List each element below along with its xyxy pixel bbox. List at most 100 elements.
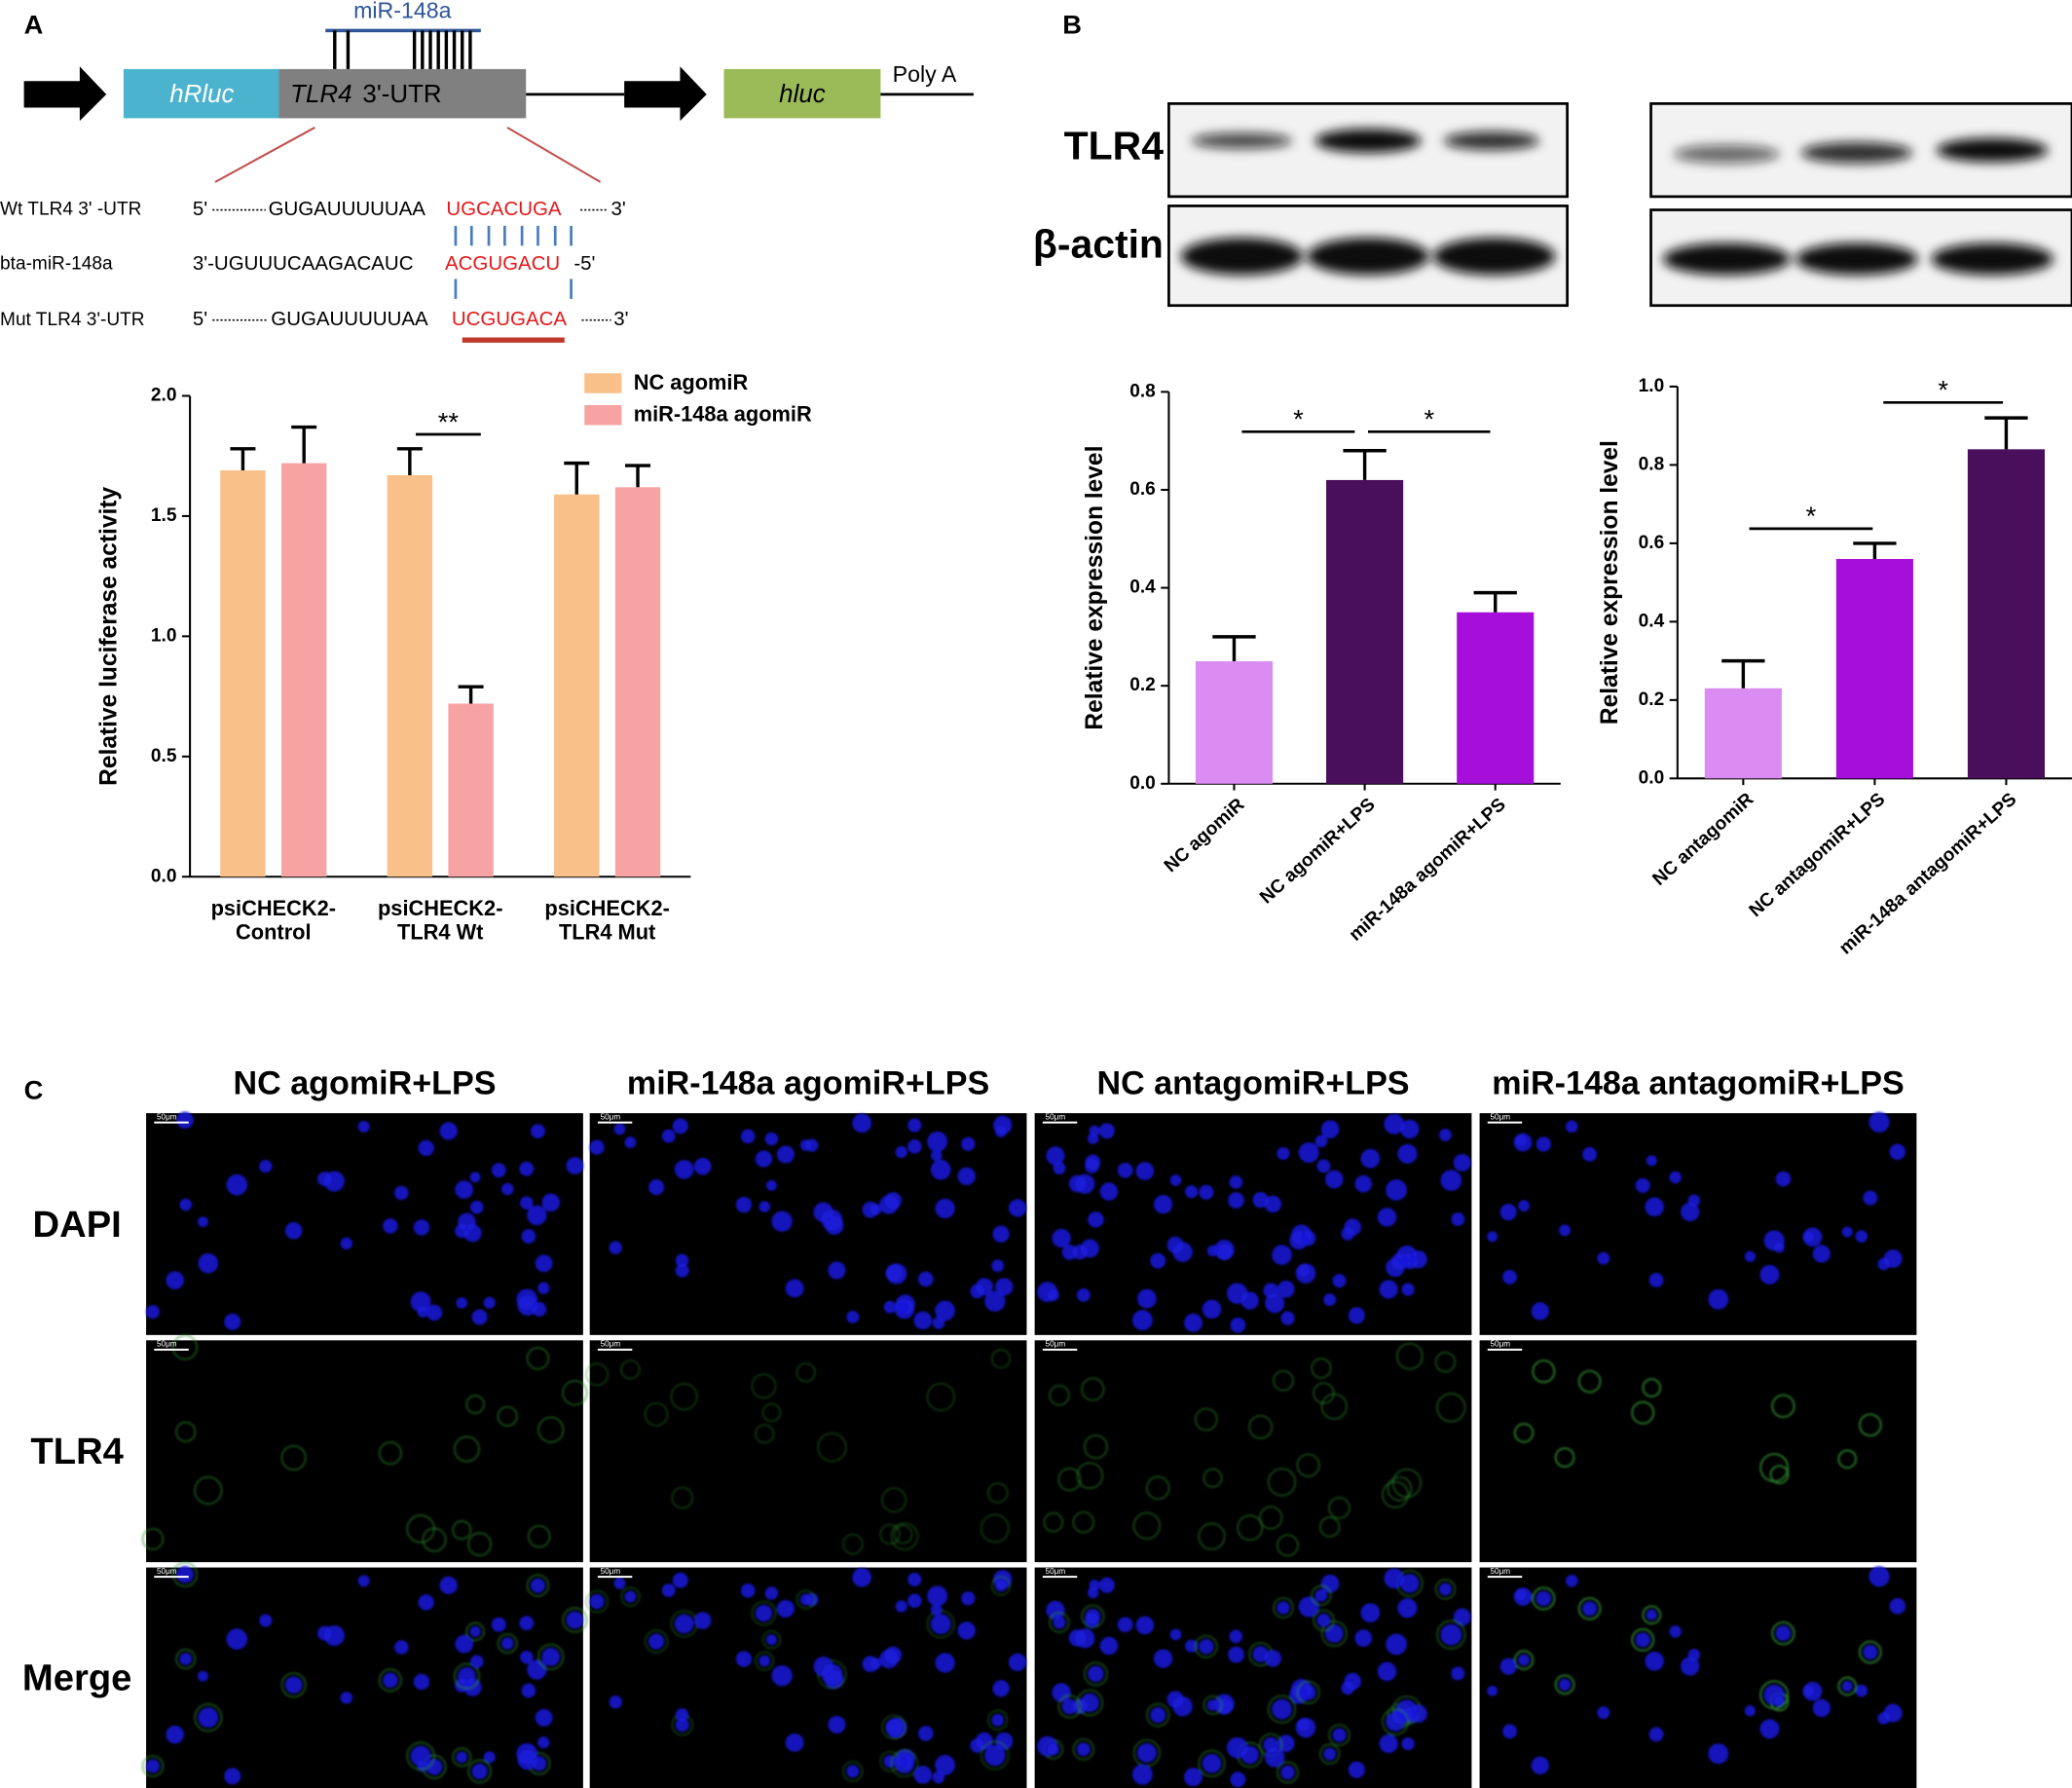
nucleus (961, 1136, 976, 1151)
tlr4-signal (1554, 1674, 1575, 1695)
nucleus (500, 1182, 514, 1196)
tlr4-signal (1858, 1413, 1882, 1437)
error-bar (625, 464, 651, 488)
nucleus (1228, 1192, 1244, 1209)
nucleus (1669, 1625, 1682, 1638)
nucleus (1183, 1768, 1202, 1787)
tlr4-signal (1771, 1394, 1795, 1419)
tlr4-signal (536, 1643, 565, 1671)
nucleus (1775, 1625, 1792, 1641)
nucleus (1708, 1743, 1729, 1765)
nucleus (1855, 1684, 1868, 1697)
tlr4-signal (754, 1424, 775, 1444)
arrow (624, 66, 707, 122)
cells (1037, 1113, 1471, 1333)
nucleus (828, 1715, 846, 1734)
nucleus (1669, 1171, 1682, 1184)
nucleus (917, 1726, 934, 1741)
tlr4-signal (841, 1760, 864, 1782)
bar (1704, 688, 1782, 779)
nucleus (1206, 1699, 1219, 1711)
nucleus (426, 1759, 443, 1775)
panel-label: A (24, 9, 44, 39)
blot-label: β-actin (1033, 222, 1164, 267)
tlr4-signal (1434, 1351, 1457, 1373)
scale-bar-label: 50μm (601, 1112, 621, 1121)
x-tick-label: TLR4 Wt (397, 920, 483, 945)
tlr4-signal (990, 1576, 1012, 1596)
tlr4-signal (194, 1702, 223, 1732)
nucleus (1320, 1574, 1340, 1593)
nucleus (224, 1313, 241, 1330)
nucleus (1080, 1239, 1099, 1258)
nucleus (932, 1770, 945, 1784)
nucleus (455, 1180, 474, 1200)
nucleus (1386, 1633, 1407, 1656)
nucleus (537, 1736, 550, 1749)
scale-bar-label: 50μm (1491, 1567, 1511, 1576)
nucleus (907, 1139, 922, 1154)
nucleus (458, 1212, 476, 1231)
nucleus (1559, 1678, 1572, 1691)
nucleus (1681, 1202, 1700, 1222)
tlr4-signal (585, 1589, 610, 1614)
tlr4-signal (194, 1475, 223, 1506)
nucleus (1117, 1162, 1133, 1178)
nucleus (907, 1593, 922, 1609)
nucleus (469, 1200, 484, 1214)
nucleus (1172, 1242, 1193, 1262)
tlr4-signal (406, 1741, 435, 1771)
sequence: GUGAUUUUUAA (269, 198, 426, 220)
cells (141, 1334, 588, 1557)
tlr4-signal (562, 1379, 588, 1406)
nucleus (764, 1586, 779, 1600)
nucleus (1076, 1287, 1091, 1302)
nucleus (661, 1583, 676, 1598)
tlr4-signal (990, 1348, 1012, 1369)
nucleus (176, 1565, 194, 1583)
tlr4-signal (1513, 1423, 1535, 1443)
nucleus (1397, 1143, 1418, 1164)
y-tick-label: 1.0 (1639, 376, 1665, 396)
nucleus (1536, 1590, 1551, 1607)
tlr4-signal (1272, 1596, 1294, 1620)
nucleus (1453, 1608, 1471, 1626)
nucleus (1265, 1747, 1285, 1768)
nucleus (145, 1305, 160, 1320)
nucleus (1098, 1577, 1115, 1593)
nucleus (1206, 1245, 1219, 1257)
tlr4-signal (467, 1759, 493, 1784)
sequence: 3' (613, 308, 628, 330)
nucleus (226, 1173, 248, 1196)
nucleus (1802, 1227, 1823, 1248)
nucleus (675, 1263, 689, 1278)
tlr4-signal (1276, 1761, 1300, 1784)
nucleus (1379, 1733, 1398, 1754)
tlr4-signal (620, 1359, 641, 1380)
nucleus (1565, 1575, 1578, 1587)
error-bar (396, 447, 423, 475)
nucleus (799, 1139, 812, 1151)
nucleus (469, 1655, 484, 1669)
y-tick-label: 0.4 (1129, 577, 1156, 598)
scale-bar-label: 50μm (1491, 1340, 1511, 1349)
nucleus (930, 1159, 951, 1180)
tlr4-signal (1391, 1468, 1423, 1499)
nucleus (519, 1161, 535, 1176)
panel-label: C (24, 1074, 44, 1104)
scale-bar-label: 50μm (157, 1340, 177, 1349)
tlr4-signal (1194, 1634, 1218, 1658)
nucleus (624, 1590, 637, 1603)
tlr4-signal (796, 1589, 816, 1610)
nucleus (1582, 1146, 1598, 1162)
nucleus (672, 1118, 688, 1135)
nucleus (957, 1167, 976, 1186)
nucleus (1863, 1190, 1878, 1206)
tlr4-signal (280, 1444, 307, 1471)
bar (387, 474, 433, 877)
bar (1457, 612, 1535, 784)
nucleus (1681, 1657, 1700, 1676)
nucleus (862, 1201, 879, 1218)
nucleus (1300, 1230, 1316, 1247)
micrograph: 50μm (589, 1112, 1027, 1335)
